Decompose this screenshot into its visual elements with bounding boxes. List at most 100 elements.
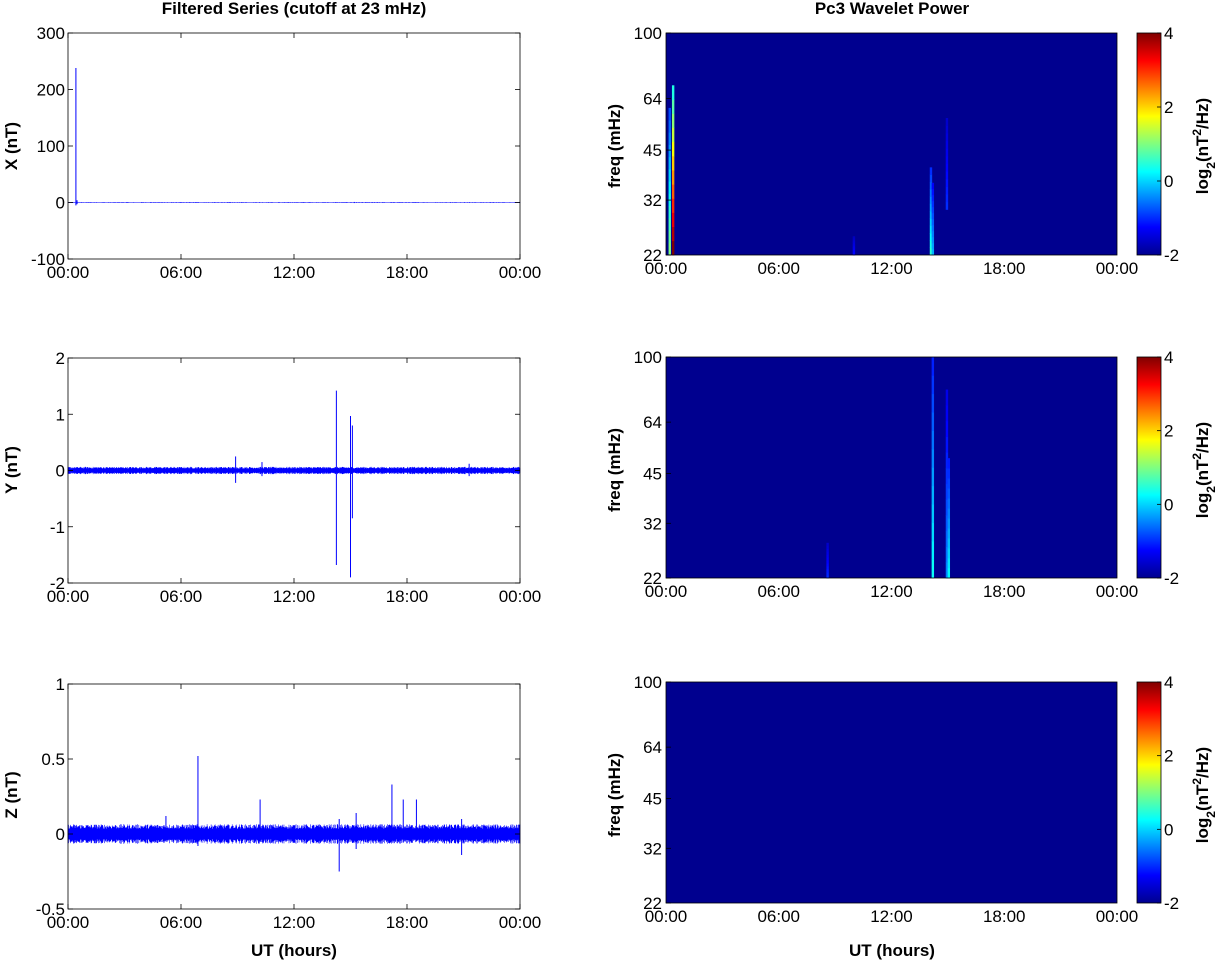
wavelet-streak	[852, 245, 856, 248]
y-tick-label: 200	[37, 81, 65, 100]
x-tick-label: 06:00	[160, 263, 203, 282]
wavelet-streak	[929, 167, 933, 175]
wavelet-streak	[929, 233, 933, 241]
y-tick-label: 100	[634, 673, 662, 692]
wavelet-streak	[931, 236, 935, 244]
x-wavelet-ylabel: freq (mHz)	[605, 104, 624, 188]
wavelet-streak	[668, 144, 671, 158]
y-tick-label: 100	[37, 137, 65, 156]
wavelet-streak	[826, 551, 829, 555]
plot-area	[68, 33, 520, 259]
wavelet-streak	[826, 554, 829, 558]
wavelet-streak	[931, 194, 935, 202]
z-wavelet-panel: freq (mHz) log2(nT2/Hz) UT (hours) 22 32 4…	[605, 673, 1217, 960]
wavelet-streak	[945, 133, 949, 142]
wavelet-streak	[852, 242, 856, 245]
wavelet-streak	[671, 240, 675, 256]
wavelet-streak	[945, 148, 949, 157]
x-tick-label: 12:00	[870, 259, 913, 278]
wavelet-streak	[671, 226, 675, 242]
wavelet-streak	[947, 498, 951, 509]
wavelet-streak	[931, 206, 935, 214]
wavelet-streak	[945, 140, 949, 149]
wavelet-background	[666, 357, 1117, 578]
wavelet-streak	[668, 169, 671, 182]
wavelet-streak	[945, 562, 949, 579]
wavelet-streak	[668, 181, 671, 195]
y-tick-label: 0	[56, 194, 65, 213]
colorbar	[1136, 32, 1162, 256]
wavelet-streak	[945, 405, 949, 422]
x-series-panel: X (nT) -100 0 100 200 300 00:00 06:00 12:00 18:0…	[2, 24, 541, 282]
x-tick-label: 00:00	[47, 263, 90, 282]
wavelet-streak	[947, 488, 951, 499]
y-tick-label: 0.5	[41, 750, 65, 769]
wavelet-streak	[945, 125, 949, 134]
y-wavelet-ylabel: freq (mHz)	[605, 428, 624, 512]
y-series-panel: Y (nT) -2 -1 0 1 2 00:00 06:00 12:00 18:00 00:00	[2, 349, 541, 606]
wavelet-streak	[931, 375, 935, 395]
wavelet-streak	[931, 504, 935, 524]
wavelet-streak	[671, 127, 675, 143]
x-tick-label: 12:00	[273, 263, 316, 282]
x-tick-label: 00:00	[1096, 582, 1139, 601]
wavelet-streak	[671, 85, 675, 100]
wavelet-streak	[945, 163, 949, 172]
colorbar-tick-label: 4	[1164, 348, 1173, 367]
wavelet-streak	[929, 181, 933, 190]
wavelet-streak	[945, 546, 949, 563]
x-tick-label: 06:00	[160, 913, 203, 932]
colorbar-tick-label: 4	[1164, 673, 1173, 692]
x-tick-label: 06:00	[160, 587, 203, 606]
wavelet-streak	[826, 572, 829, 576]
wavelet-streak	[668, 230, 671, 244]
x-tick-label: 06:00	[757, 907, 800, 926]
y-tick-label: 45	[643, 141, 662, 160]
wavelet-streak	[826, 548, 829, 552]
z-wavelet-ylabel: freq (mHz)	[605, 753, 624, 837]
wavelet-streak	[931, 522, 935, 542]
wavelet-streak	[947, 558, 951, 569]
wavelet-streak	[947, 548, 951, 559]
x-tick-label: 00:00	[645, 907, 688, 926]
y-wavelet-panel: freq (mHz) log2(nT2/Hz) 22 32 45 64 100 00:00…	[605, 348, 1217, 601]
colorbar	[1136, 356, 1162, 579]
wavelet-streak	[947, 458, 951, 469]
y-tick-label: 32	[643, 514, 662, 533]
wavelet-streak	[945, 499, 949, 516]
x-tick-label: 12:00	[870, 582, 913, 601]
wavelet-streak	[929, 218, 933, 227]
series-line	[67, 466, 521, 475]
wavelet-streak	[929, 196, 933, 205]
wavelet-streak	[931, 200, 935, 208]
colorbar-tick-label: -2	[1164, 894, 1179, 913]
wavelet-streak	[929, 203, 933, 212]
y-tick-label: 64	[643, 89, 662, 108]
wavelet-streak	[852, 247, 856, 250]
wavelet-streak	[947, 568, 951, 579]
x-tick-label: 00:00	[47, 587, 90, 606]
x-wavelet-panel: freq (mHz) log2(nT2/Hz) 22 32 45 64 100 00:00…	[605, 24, 1217, 278]
z-series-panel: Z (nT) UT (hours) -0.5 0 0.5 1 00:00 06:00 12:…	[2, 675, 541, 960]
y-tick-label: 22	[643, 246, 662, 265]
wavelet-streak	[945, 171, 949, 180]
y-tick-label: 22	[643, 569, 662, 588]
colorbar	[1136, 681, 1162, 904]
x-tick-label: 06:00	[757, 582, 800, 601]
wavelet-streak	[945, 420, 949, 437]
y-colorbar-label: log2(nT2/Hz)	[1190, 422, 1217, 518]
x-tick-label: 18:00	[983, 907, 1026, 926]
wavelet-streak	[929, 225, 933, 234]
wavelet-streak	[671, 99, 675, 114]
wavelet-streak	[931, 541, 935, 560]
wavelet-streak	[931, 430, 935, 450]
wavelet-streak	[931, 182, 935, 190]
wavelet-streak	[668, 218, 671, 231]
wavelet-streak	[929, 174, 933, 183]
wavelet-streak	[671, 198, 675, 213]
wavelet-streak	[945, 515, 949, 532]
wavelet-streak	[852, 244, 856, 246]
wavelet-streak	[929, 247, 933, 256]
y-tick-label: -2	[50, 574, 65, 593]
x-tick-label: 18:00	[983, 259, 1026, 278]
